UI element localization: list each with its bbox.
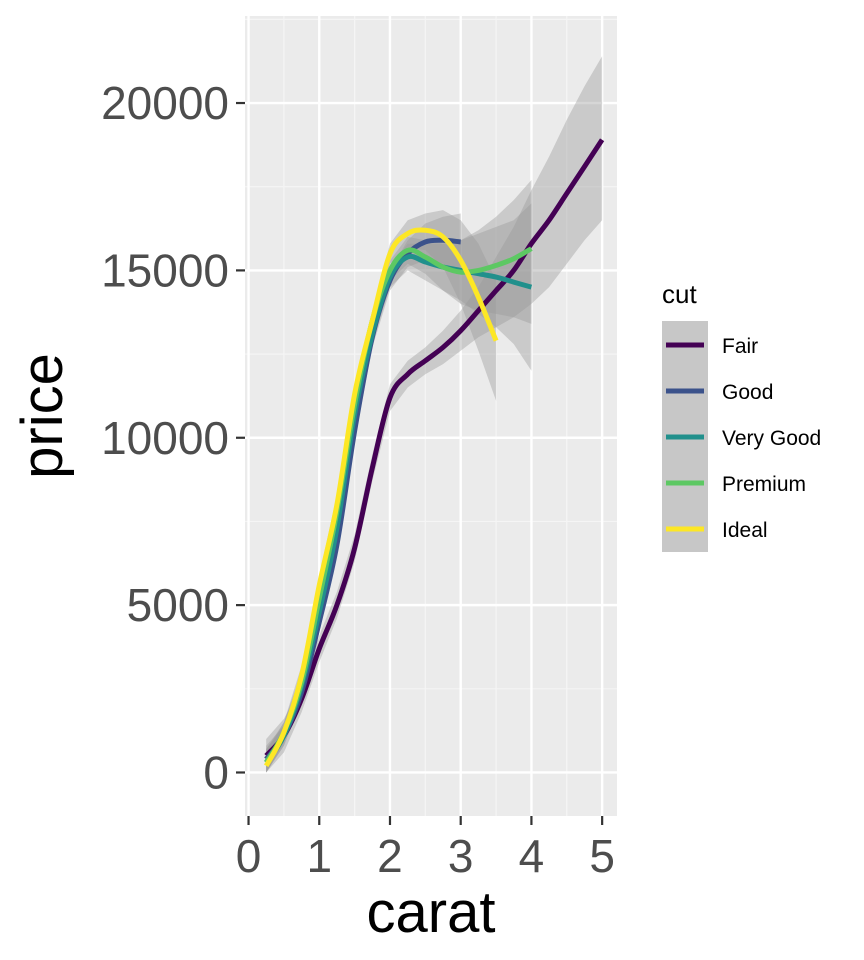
legend: cut Fair Good Very Good Premium Ideal — [662, 279, 821, 552]
legend-title: cut — [662, 279, 697, 309]
x-tick-label: 1 — [306, 830, 332, 882]
y-axis: 0 5000 10000 15000 20000 — [101, 77, 245, 798]
x-tick-label: 3 — [448, 830, 474, 882]
series-line — [264, 138, 605, 758]
y-tick-label: 10000 — [101, 412, 229, 464]
x-tick-label: 0 — [236, 830, 262, 882]
grid-major — [245, 16, 617, 816]
legend-label: Very Good — [722, 427, 821, 450]
legend-label: Good — [722, 381, 773, 404]
confidence-band — [266, 56, 603, 773]
y-tick-label: 15000 — [101, 244, 229, 296]
y-tick-label: 5000 — [127, 579, 229, 631]
y-tick-label: 0 — [203, 746, 229, 798]
series-lines — [263, 138, 605, 768]
series-line — [263, 227, 499, 768]
y-axis-title: price — [10, 353, 75, 479]
legend-label: Ideal — [722, 519, 768, 542]
legend-items: Fair Good Very Good Premium Ideal — [666, 335, 821, 542]
x-tick-label: 4 — [519, 830, 545, 882]
y-tick-label: 20000 — [101, 77, 229, 129]
legend-label: Fair — [722, 335, 758, 358]
x-tick-label: 2 — [377, 830, 403, 882]
legend-label: Premium — [722, 473, 806, 496]
x-axis-title: carat — [367, 880, 496, 945]
x-tick-label: 5 — [589, 830, 615, 882]
